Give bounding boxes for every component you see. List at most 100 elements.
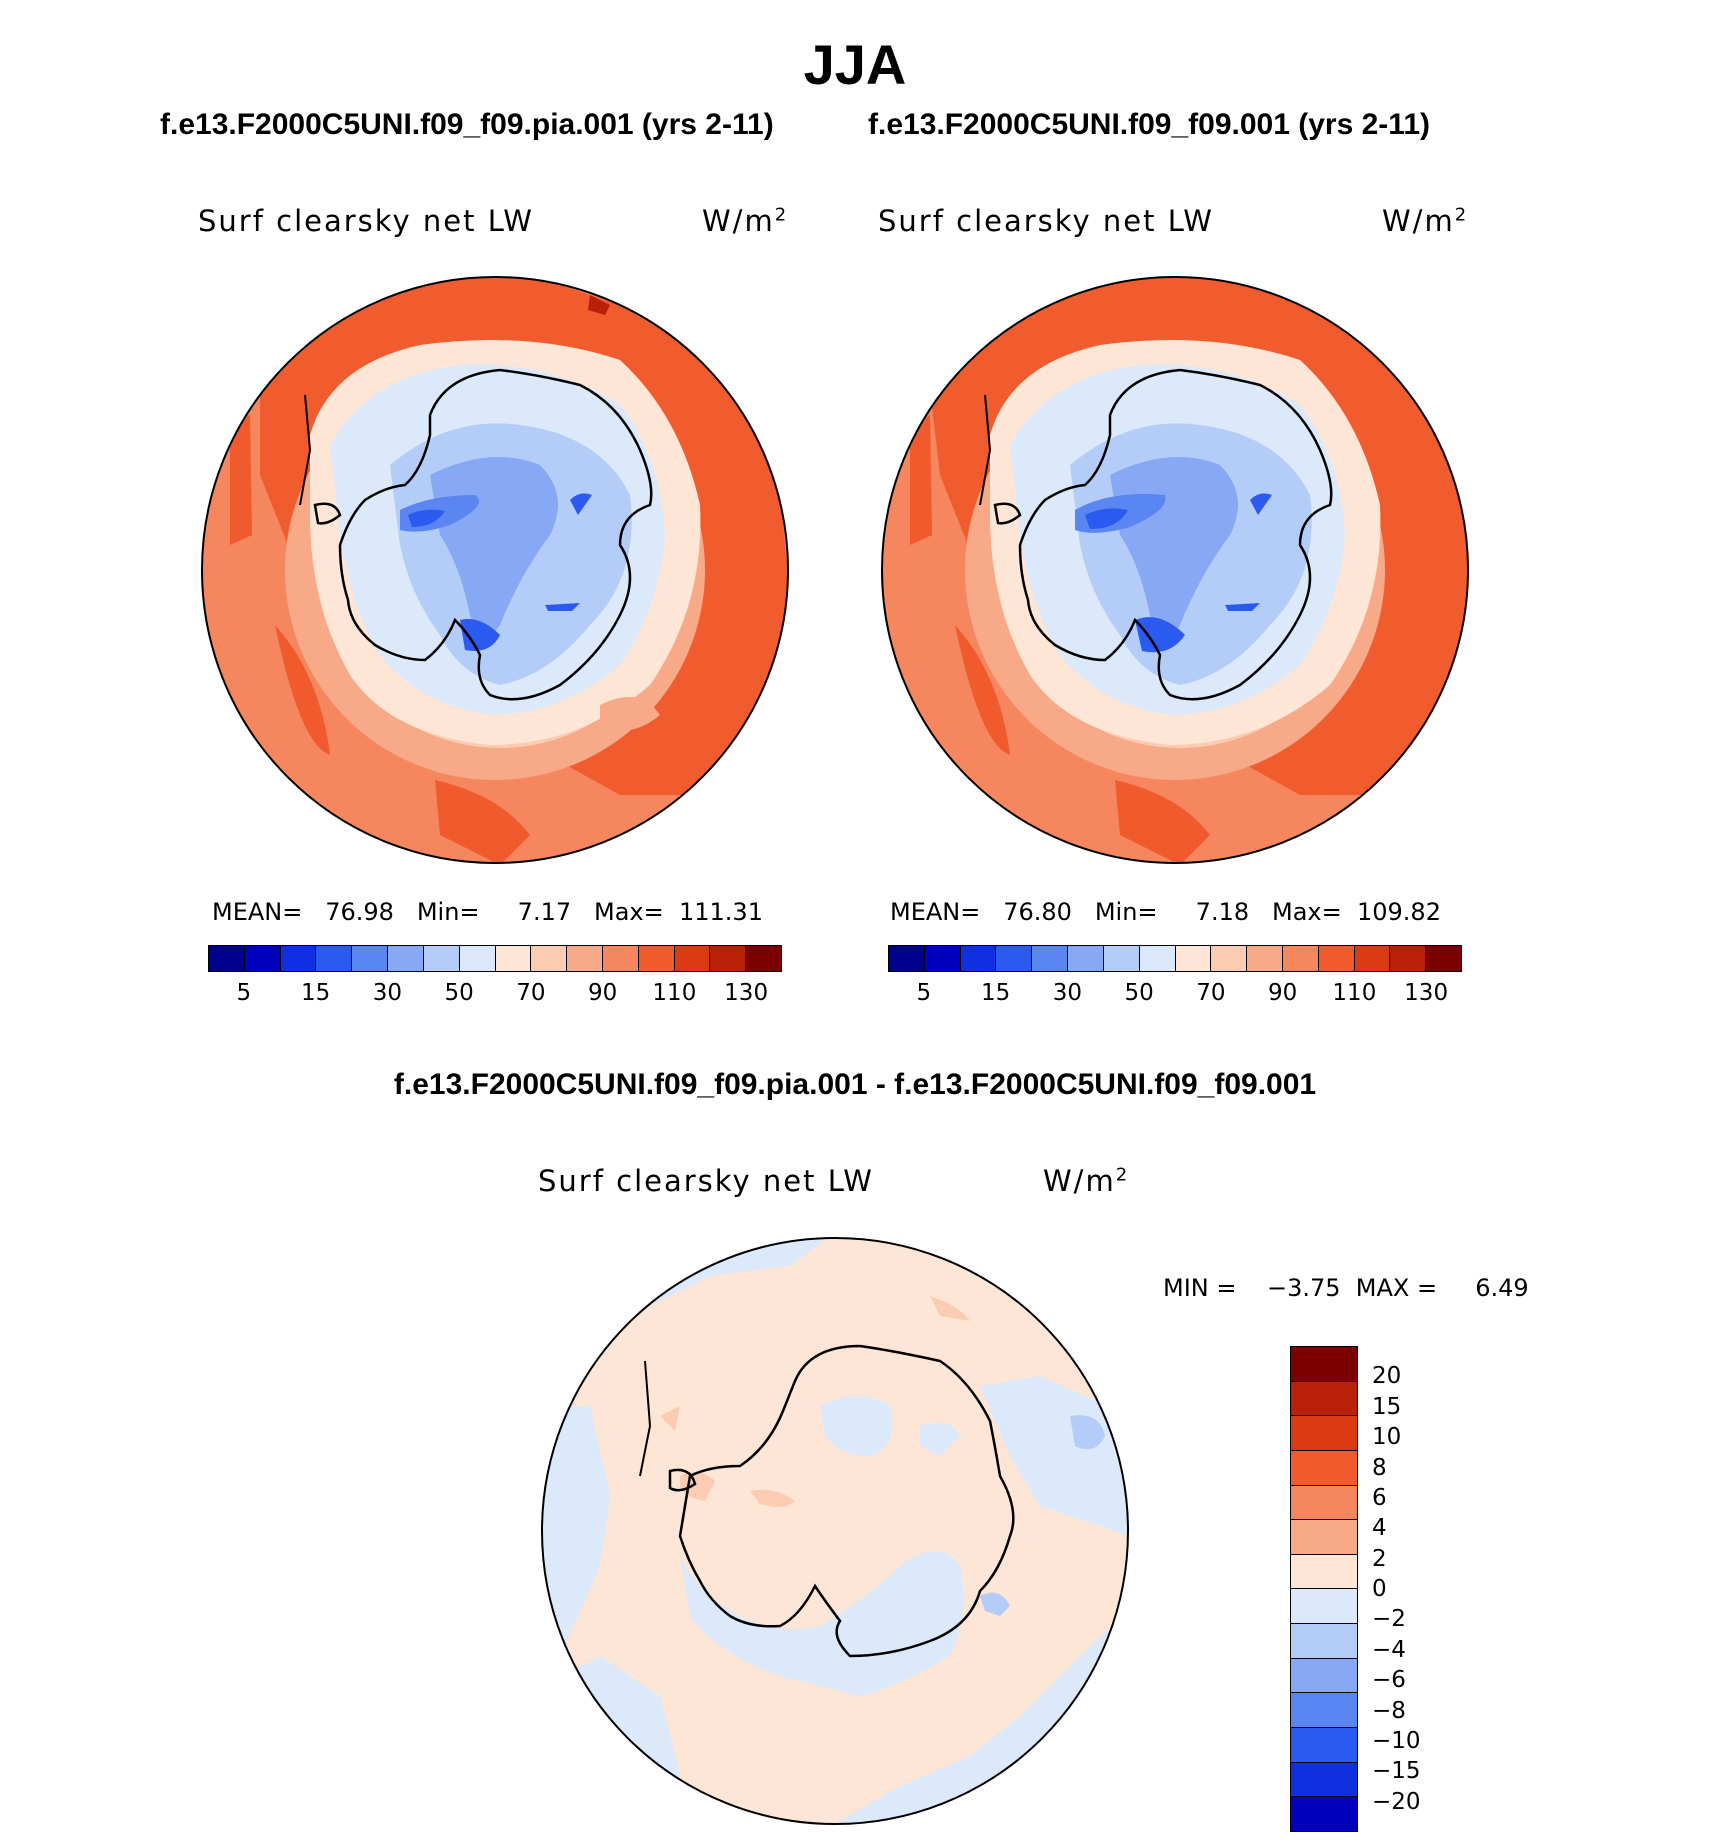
- diff-colorbar-tick-label: −20: [1372, 1788, 1421, 1815]
- left-antarctica-coastline: [338, 368, 653, 701]
- left-colorbar-container: 5 15 30 50 70 90 110 130: [208, 945, 782, 1006]
- diff-colorbar-cell: [1291, 1693, 1357, 1729]
- left-colorbar-cell: [352, 946, 389, 971]
- diff-polar-map: [541, 1237, 1129, 1825]
- right-polar-map: [881, 276, 1469, 864]
- diff-units-text: W/m: [1043, 1164, 1116, 1198]
- diff-colorbar-cell: [1291, 1520, 1357, 1555]
- left-colorbar-cell: [567, 946, 603, 971]
- right-map-field: [882, 277, 1468, 863]
- diff-colorbar: [1290, 1346, 1358, 1832]
- diff-colorbar-tick-label: 4: [1372, 1515, 1387, 1542]
- right-units-text: W/m: [1382, 204, 1455, 238]
- left-units-exponent: 2: [774, 204, 787, 226]
- left-map-boundary: [201, 276, 789, 864]
- diff-colorbar-tick-label: 6: [1372, 1484, 1387, 1511]
- right-colorbar-container: 5 15 30 50 70 90 110 130: [888, 945, 1462, 1006]
- right-colorbar-tick-label: 70: [1196, 980, 1226, 1006]
- right-panel-header: f.e13.F2000C5UNI.f09_f09.001 (yrs 2-11): [868, 108, 1431, 141]
- right-units-label: W/m2: [1382, 204, 1466, 238]
- diff-colorbar-cell: [1291, 1554, 1357, 1590]
- left-colorbar-cell: [316, 946, 353, 971]
- right-units-exponent: 2: [1454, 204, 1467, 226]
- diff-colorbar-tick-label: 10: [1372, 1424, 1402, 1451]
- left-polar-map: [201, 276, 789, 864]
- diff-colorbar-cell: [1291, 1347, 1357, 1382]
- left-colorbar-cell: [674, 946, 711, 971]
- right-colorbar-cell: [1426, 946, 1461, 971]
- left-colorbar-cell: [495, 946, 532, 971]
- right-colorbar-tick-label: 90: [1267, 980, 1298, 1006]
- diff-colorbar-tick-label: 2: [1372, 1545, 1387, 1572]
- right-variable-label: Surf clearsky net LW: [878, 204, 1214, 238]
- left-colorbar-tick-label: 5: [236, 980, 252, 1006]
- right-colorbar-cell: [960, 946, 997, 971]
- right-colorbar-cell: [924, 946, 961, 971]
- right-colorbar-tick-label: 15: [980, 980, 1011, 1006]
- left-colorbar-tick-label: 50: [444, 980, 474, 1006]
- right-colorbar-tick-label: 110: [1332, 980, 1377, 1006]
- right-colorbar-cell: [1211, 946, 1248, 971]
- right-colorbar-cell: [889, 946, 925, 971]
- right-colorbar: [888, 945, 1462, 972]
- left-units-text: W/m: [702, 204, 775, 238]
- diff-antarctica-coastline: [678, 1344, 1015, 1658]
- right-colorbar-cell: [1318, 946, 1355, 971]
- left-colorbar: [208, 945, 782, 972]
- right-colorbar-tick-label: 5: [916, 980, 932, 1006]
- left-stats: MEAN= 76.98 Min= 7.17 Max= 111.31: [212, 898, 763, 926]
- diff-map-boundary: [541, 1237, 1129, 1825]
- right-map-boundary: [881, 276, 1469, 864]
- diff-colorbar-cell: [1291, 1381, 1357, 1417]
- left-colorbar-tick-label: 110: [652, 980, 697, 1006]
- right-antarctica-coastline: [1018, 368, 1333, 701]
- diff-colorbar-container: [1290, 1346, 1358, 1832]
- right-colorbar-cell: [1354, 946, 1391, 971]
- right-colorbar-cell: [1032, 946, 1069, 971]
- right-colorbar-cell: [1175, 946, 1212, 971]
- right-colorbar-cell: [1103, 946, 1140, 971]
- diff-colorbar-tick-label: −2: [1372, 1606, 1406, 1633]
- left-colorbar-cell: [710, 946, 747, 971]
- figure-title: JJA: [803, 33, 907, 96]
- diff-colorbar-cell: [1291, 1797, 1357, 1831]
- diff-units-label: W/m2: [1043, 1164, 1127, 1198]
- diff-colorbar-cell: [1291, 1762, 1357, 1798]
- left-colorbar-cell: [244, 946, 281, 971]
- diff-colorbar-cell: [1291, 1485, 1357, 1521]
- diff-colorbar-tick-label: −15: [1372, 1758, 1421, 1785]
- diff-colorbar-cell: [1291, 1624, 1357, 1659]
- diff-colorbar-ticks: 20 15 10 8 6 4 2 0 −2 −4 −6 −8 −10 −15 −20: [1372, 1346, 1452, 1832]
- diff-colorbar-cell: [1291, 1589, 1357, 1625]
- right-colorbar-tick-label: 130: [1404, 980, 1449, 1006]
- left-colorbar-cell: [209, 946, 245, 971]
- diff-colorbar-tick-label: −4: [1372, 1636, 1406, 1663]
- left-colorbar-cell: [746, 946, 781, 971]
- right-colorbar-cell: [996, 946, 1033, 971]
- right-stats: MEAN= 76.80 Min= 7.18 Max= 109.82: [890, 898, 1441, 926]
- left-colorbar-tick-label: 15: [300, 980, 331, 1006]
- left-colorbar-tick-label: 90: [587, 980, 618, 1006]
- left-colorbar-tick-label: 30: [372, 980, 403, 1006]
- left-variable-label: Surf clearsky net LW: [198, 204, 534, 238]
- left-panel-header: f.e13.F2000C5UNI.f09_f09.pia.001 (yrs 2-…: [160, 108, 774, 141]
- diff-stats: MIN = −3.75 MAX = 6.49: [1163, 1274, 1529, 1302]
- diff-units-exponent: 2: [1115, 1164, 1128, 1186]
- diff-colorbar-cell: [1291, 1728, 1357, 1763]
- right-colorbar-tick-label: 30: [1052, 980, 1083, 1006]
- left-colorbar-cell: [531, 946, 568, 971]
- right-colorbar-cell: [1390, 946, 1427, 971]
- diff-colorbar-cell: [1291, 1416, 1357, 1451]
- right-colorbar-tick-label: 50: [1124, 980, 1154, 1006]
- diff-colorbar-tick-label: 20: [1372, 1363, 1402, 1390]
- diff-panel-header: f.e13.F2000C5UNI.f09_f09.pia.001 - f.e13…: [393, 1068, 1317, 1101]
- left-colorbar-cell: [459, 946, 496, 971]
- diff-colorbar-cell: [1291, 1450, 1357, 1486]
- left-colorbar-cell: [638, 946, 675, 971]
- left-colorbar-tick-label: 70: [516, 980, 546, 1006]
- right-colorbar-ticks: 5 15 30 50 70 90 110 130: [888, 972, 1462, 1006]
- right-colorbar-cell: [1068, 946, 1104, 971]
- left-colorbar-cell: [423, 946, 460, 971]
- right-colorbar-cell: [1139, 946, 1176, 971]
- diff-colorbar-cell: [1291, 1658, 1357, 1694]
